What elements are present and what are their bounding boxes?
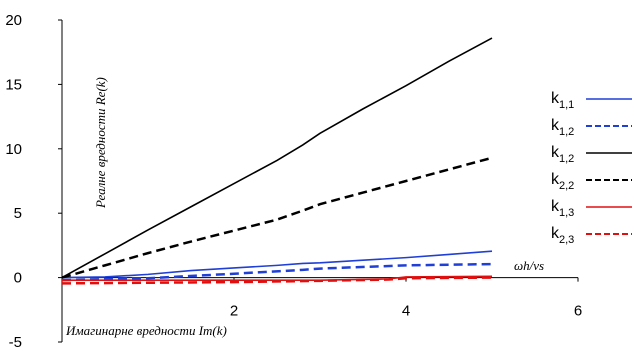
legend-label: k1,2: [551, 144, 574, 165]
series-line-1-2-dashed: [61, 262, 493, 282]
x-tick-label: 6: [574, 303, 582, 320]
x-tick-label: 2: [230, 303, 238, 320]
legend: k1,1 k1,2 k1,2 k2,2 k1,3 k2,3: [551, 90, 632, 246]
legend-label: k1,2: [551, 117, 574, 138]
y-tick-labels: -5 0 5 10 15 20: [5, 12, 62, 351]
series-line-1-2-solid: [61, 37, 493, 279]
x-tick-labels: 2 4 6: [230, 277, 582, 320]
y-tick-label: -5: [9, 334, 22, 351]
y-tick-label: 15: [5, 76, 22, 93]
x-tick-label: 4: [402, 303, 410, 320]
series-line-2-3-dashed: [61, 276, 493, 285]
y-axis-title: Реалне вредности Re(k): [93, 77, 108, 209]
legend-label: k2,2: [551, 171, 574, 192]
y-tick-label: 20: [5, 12, 22, 29]
series-lines: [61, 37, 493, 285]
x-axis-title: Имагинарне вредности Im(k): [65, 323, 227, 338]
series-line-2-2-dashed: [61, 156, 493, 279]
legend-label: k1,3: [551, 198, 574, 219]
axis-annotation: ωh/νs: [514, 258, 544, 273]
legend-label: k2,3: [551, 225, 574, 246]
y-tick-label: 5: [14, 205, 22, 222]
y-tick-label: 0: [14, 270, 22, 287]
y-tick-label: 10: [5, 141, 22, 158]
legend-label: k1,1: [551, 90, 574, 111]
series-line-1-1-solid: [61, 250, 493, 279]
